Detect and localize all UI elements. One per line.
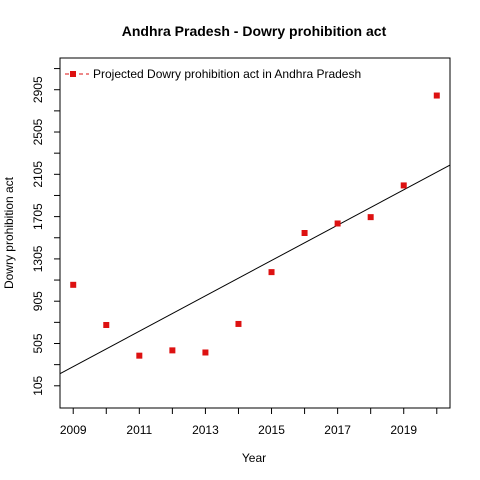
x-tick-label: 2013 [192,423,219,437]
data-point [202,349,208,355]
chart-title: Andhra Pradesh - Dowry prohibition act [122,23,387,39]
data-point [335,220,341,226]
x-tick-label: 2017 [324,423,351,437]
data-point [302,230,308,236]
x-axis: 2009 2011 2013 2015 2017 2019 [60,408,437,437]
data-point [401,182,407,188]
plot-frame [60,58,450,408]
data-points [70,93,440,359]
trend-line [60,165,450,374]
y-tick-label: 1305 [31,245,45,272]
legend-label: Projected Dowry prohibition act in Andhr… [93,67,361,81]
data-point [136,353,142,359]
y-tick-label: 105 [31,375,45,395]
y-axis-label: Dowry prohibition act [2,176,16,289]
y-tick-label: 2905 [31,76,45,103]
y-tick-label: 505 [31,333,45,353]
data-point [269,269,275,275]
y-tick-label: 905 [31,291,45,311]
y-tick-label: 1705 [31,203,45,230]
x-axis-label: Year [242,451,266,465]
legend: Projected Dowry prohibition act in Andhr… [65,67,361,81]
data-point [70,282,76,288]
x-tick-label: 2015 [258,423,285,437]
legend-marker [70,71,76,77]
data-point [103,322,109,328]
data-point [235,321,241,327]
x-tick-label: 2009 [60,423,87,437]
y-tick-label: 2505 [31,118,45,145]
y-tick-label: 2105 [31,161,45,188]
data-point [368,214,374,220]
data-point [169,347,175,353]
trend-line-group [60,165,450,374]
x-tick-label: 2011 [126,423,152,437]
y-axis: 105 505 905 1305 1705 2105 2505 2905 [31,69,60,396]
x-tick-label: 2019 [390,423,417,437]
data-point [434,93,440,99]
